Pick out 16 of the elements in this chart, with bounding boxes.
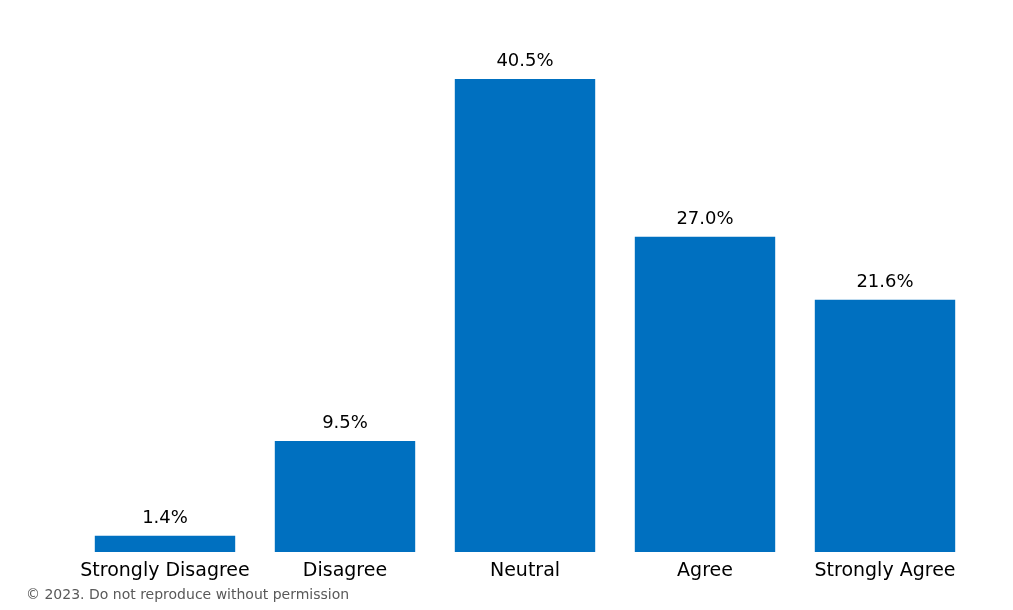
x-tick-label: Strongly Agree: [814, 557, 956, 580]
bar: [94, 535, 236, 552]
data-label: 40.5%: [496, 49, 554, 70]
bar: [274, 441, 416, 552]
bar: [814, 299, 956, 552]
bar: [454, 79, 596, 552]
x-tick-label: Neutral: [489, 557, 561, 580]
bar: [634, 236, 776, 552]
text: © 2023. Do not reproduce without permission: [26, 586, 350, 602]
x-tick-label: Agree: [677, 557, 733, 580]
data-label: 27.0%: [676, 206, 734, 228]
data-label: 21.6%: [856, 269, 914, 291]
x-tick-label: Disagree: [302, 557, 388, 580]
x-tick-label: Strongly Disagree: [80, 557, 250, 580]
data-label: 1.4%: [142, 505, 188, 527]
data-label: 9.5%: [322, 411, 368, 433]
